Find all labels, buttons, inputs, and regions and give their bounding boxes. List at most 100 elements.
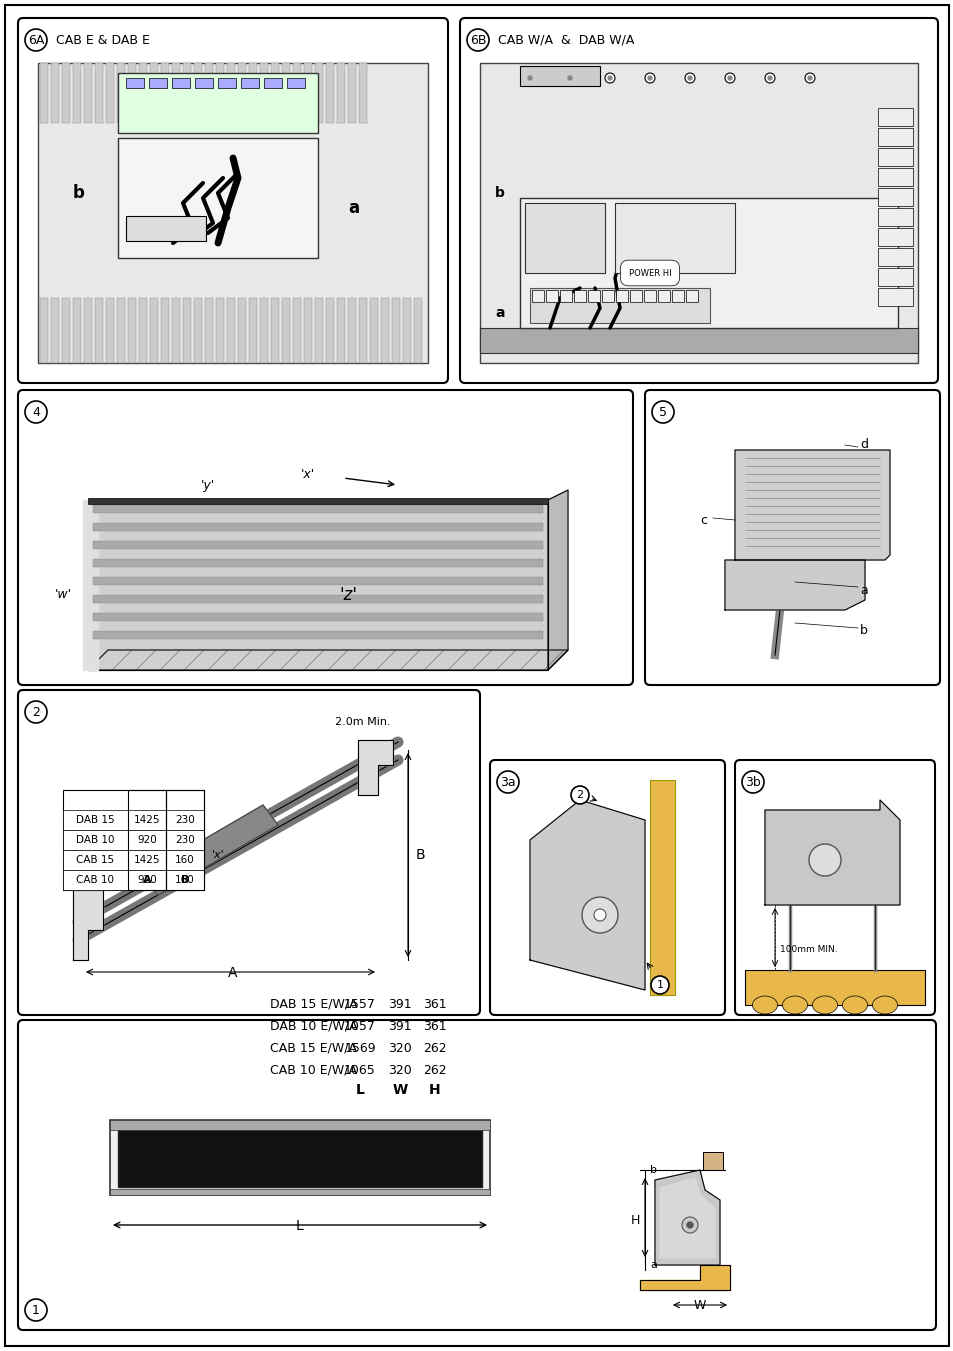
Bar xyxy=(150,63,158,123)
Text: CAB E & DAB E: CAB E & DAB E xyxy=(56,34,150,46)
Text: DAB 15 E/W/A: DAB 15 E/W/A xyxy=(270,997,357,1011)
Bar xyxy=(877,288,912,305)
Bar xyxy=(63,790,204,890)
Bar xyxy=(293,299,301,363)
Text: 361: 361 xyxy=(423,997,446,1011)
Circle shape xyxy=(687,76,691,80)
Bar xyxy=(117,299,125,363)
Bar xyxy=(744,970,924,1005)
Circle shape xyxy=(804,73,814,82)
Bar xyxy=(183,63,191,123)
Polygon shape xyxy=(547,490,567,670)
Bar xyxy=(161,299,169,363)
Bar xyxy=(479,328,917,353)
Bar xyxy=(414,299,421,363)
Bar xyxy=(237,63,246,123)
Bar xyxy=(139,63,147,123)
Text: 6A: 6A xyxy=(28,34,44,46)
Bar xyxy=(314,63,323,123)
Text: L: L xyxy=(295,1219,304,1233)
Bar xyxy=(380,299,389,363)
Bar xyxy=(336,299,345,363)
FancyBboxPatch shape xyxy=(18,690,479,1015)
Text: 'x': 'x' xyxy=(212,850,224,861)
Text: DAB 15: DAB 15 xyxy=(76,815,114,825)
Circle shape xyxy=(727,76,731,80)
Bar xyxy=(92,631,542,639)
Bar xyxy=(126,216,206,240)
Bar xyxy=(336,63,345,123)
Circle shape xyxy=(807,76,811,80)
Ellipse shape xyxy=(781,996,806,1015)
Bar xyxy=(150,299,158,363)
Bar xyxy=(40,63,48,123)
Text: b: b xyxy=(73,184,85,203)
Text: 2.0m Min.: 2.0m Min. xyxy=(335,717,391,727)
Polygon shape xyxy=(764,800,899,905)
Bar xyxy=(51,299,59,363)
Circle shape xyxy=(594,909,605,921)
Bar xyxy=(241,78,258,88)
Text: 160: 160 xyxy=(175,875,194,885)
Circle shape xyxy=(741,771,763,793)
Text: 'z': 'z' xyxy=(338,586,356,604)
Bar xyxy=(658,290,669,303)
Circle shape xyxy=(604,73,615,82)
Bar xyxy=(92,594,542,603)
Text: CAB 10 E/W/A: CAB 10 E/W/A xyxy=(270,1063,356,1077)
Circle shape xyxy=(644,73,655,82)
Bar xyxy=(92,505,542,513)
Bar xyxy=(227,63,234,123)
Text: POWER HI: POWER HI xyxy=(628,269,671,277)
Bar xyxy=(38,63,428,363)
Text: 320: 320 xyxy=(388,1063,412,1077)
Polygon shape xyxy=(639,1265,729,1290)
Bar xyxy=(92,577,542,585)
Bar xyxy=(88,499,547,504)
Circle shape xyxy=(724,73,734,82)
Bar xyxy=(271,63,278,123)
Bar xyxy=(92,613,542,621)
Circle shape xyxy=(25,701,47,723)
Ellipse shape xyxy=(841,996,866,1015)
FancyBboxPatch shape xyxy=(459,18,937,382)
Bar xyxy=(877,249,912,266)
Bar xyxy=(128,790,166,890)
Bar xyxy=(601,290,614,303)
Text: B: B xyxy=(181,875,189,885)
Circle shape xyxy=(497,771,518,793)
Bar xyxy=(519,199,897,328)
Text: 391: 391 xyxy=(388,997,412,1011)
Bar xyxy=(392,299,399,363)
Bar xyxy=(63,811,204,830)
Ellipse shape xyxy=(812,996,837,1015)
Polygon shape xyxy=(88,500,547,670)
Text: CAB W/A  &  DAB W/A: CAB W/A & DAB W/A xyxy=(497,34,634,46)
Text: W: W xyxy=(392,1084,407,1097)
Bar xyxy=(118,73,317,132)
Circle shape xyxy=(764,73,774,82)
Bar xyxy=(193,299,202,363)
Bar xyxy=(110,1120,490,1196)
Text: 3a: 3a xyxy=(499,775,516,789)
Bar xyxy=(282,299,290,363)
Text: b: b xyxy=(649,1165,657,1175)
Circle shape xyxy=(25,1300,47,1321)
Polygon shape xyxy=(724,561,864,611)
Bar xyxy=(615,203,734,273)
Bar xyxy=(218,78,235,88)
Bar xyxy=(118,138,317,258)
Bar xyxy=(172,78,190,88)
Polygon shape xyxy=(655,1170,720,1265)
Bar xyxy=(877,128,912,146)
Text: 262: 262 xyxy=(423,1042,446,1055)
Text: 6B: 6B xyxy=(469,34,486,46)
Text: a: a xyxy=(649,1260,657,1270)
Bar xyxy=(304,299,312,363)
Bar xyxy=(260,299,268,363)
FancyBboxPatch shape xyxy=(490,761,724,1015)
Text: A: A xyxy=(143,875,152,885)
Bar xyxy=(524,203,604,273)
Bar xyxy=(402,299,411,363)
Text: 1425: 1425 xyxy=(133,855,160,865)
